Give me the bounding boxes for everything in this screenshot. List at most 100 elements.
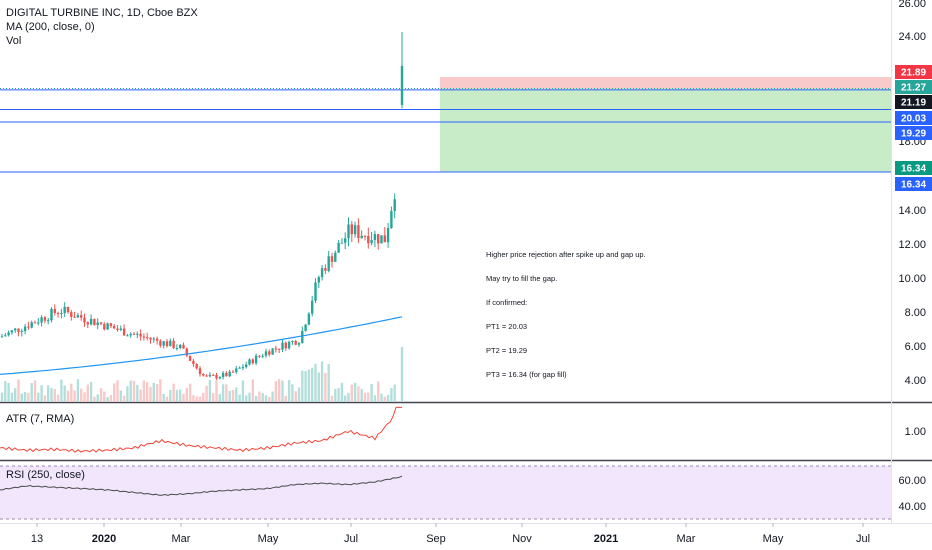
volume-bar [129, 380, 132, 402]
candle-body [155, 338, 159, 341]
volume-bar [17, 379, 20, 402]
candle-body [149, 337, 152, 340]
volume-bar [363, 392, 367, 402]
candle-body [0, 336, 4, 338]
volume-bar [307, 369, 311, 402]
candle-body [281, 342, 284, 350]
candle-body [380, 235, 383, 244]
volume-bar [70, 383, 73, 402]
volume-bar [235, 387, 238, 402]
candle-body [377, 234, 380, 244]
price-badge [895, 177, 932, 191]
candle-body [337, 242, 340, 253]
volume-bar [159, 379, 162, 402]
volume-bar [76, 379, 80, 402]
volume-bar [142, 380, 146, 402]
volume-bar [383, 396, 386, 402]
price-axis-label: 12.00 [898, 239, 926, 251]
time-axis-label: 2021 [594, 533, 618, 545]
candle-body [373, 234, 377, 241]
volume-bar [10, 392, 14, 402]
volume-legend: Vol [6, 35, 22, 47]
volume-bar [330, 395, 334, 402]
volume-bar [149, 387, 152, 402]
candle-body [264, 351, 268, 356]
rsi-band [0, 466, 891, 519]
volume-bar [182, 394, 185, 402]
atr-axis-label: 1.00 [905, 426, 926, 438]
candle-body [109, 323, 113, 327]
candle-body [83, 317, 86, 323]
volume-bar [106, 396, 109, 402]
volume-bar [165, 396, 169, 402]
volume-bar [367, 392, 370, 402]
time-axis-label: Jul [344, 533, 358, 545]
volume-bar [202, 392, 205, 402]
candle-body [63, 306, 66, 314]
volume-bar [208, 379, 212, 402]
volume-bar [175, 389, 179, 402]
candle-body [248, 359, 251, 365]
price-badge-label: 19.29 [901, 129, 926, 140]
candle-body [17, 328, 20, 332]
candle-body [175, 348, 179, 350]
volume-bar [347, 392, 350, 402]
volume-bar [231, 389, 235, 402]
candle-body [106, 323, 109, 330]
volume-bar [324, 372, 327, 402]
volume-bar [228, 390, 231, 402]
volume-bar [393, 384, 396, 402]
rsi-pane-title: RSI (250, close) [6, 469, 85, 481]
candle-body [254, 355, 258, 364]
volume-bar [80, 388, 83, 402]
volume-bar [14, 388, 17, 402]
candle-body [7, 332, 10, 336]
candle-body [132, 333, 136, 335]
volume-bar [274, 381, 278, 402]
volume-bar [172, 383, 175, 402]
candle-body [195, 363, 198, 369]
candle-body [291, 340, 294, 342]
price-axis-label: 6.00 [905, 341, 926, 353]
candle-body [56, 313, 60, 315]
volume-bar [43, 395, 47, 402]
candle-body [287, 341, 291, 349]
candle-body [317, 277, 320, 283]
candle-body [350, 224, 353, 235]
candle-body [284, 342, 287, 349]
volume-bar [66, 390, 70, 402]
candle-body [311, 300, 314, 314]
volume-bar [350, 384, 353, 402]
candle-body [363, 235, 367, 237]
price-axis-label: 14.00 [898, 205, 926, 217]
candle-body [33, 322, 37, 324]
volume-bar [212, 393, 215, 402]
price-axis-label: 8.00 [905, 307, 926, 319]
volume-bar [188, 383, 192, 402]
volume-bar [301, 370, 304, 402]
rsi-axis-label: 40.00 [898, 501, 926, 513]
stop-loss-zone [440, 76, 891, 89]
candle-body [261, 355, 264, 357]
volume-bar [320, 361, 324, 402]
volume-bar [334, 388, 337, 402]
candle-body [357, 225, 360, 239]
candle-body [225, 372, 228, 377]
candle-body [89, 318, 93, 325]
candle-body [301, 330, 304, 344]
volume-bar [238, 394, 241, 402]
price-badge-label: 16.34 [901, 180, 926, 191]
candle-body [245, 364, 248, 368]
candle-body [390, 211, 393, 228]
candle-body [205, 375, 208, 377]
candle-body [103, 323, 106, 330]
candle-body [142, 336, 146, 338]
volume-bar [185, 387, 188, 402]
volume-bar [50, 388, 53, 402]
time-axis-label: Mar [172, 533, 191, 545]
candle-body [221, 372, 225, 378]
volume-bar [109, 395, 113, 402]
atr-pane-title: ATR (7, RMA) [6, 413, 75, 425]
candle-body [320, 268, 324, 278]
